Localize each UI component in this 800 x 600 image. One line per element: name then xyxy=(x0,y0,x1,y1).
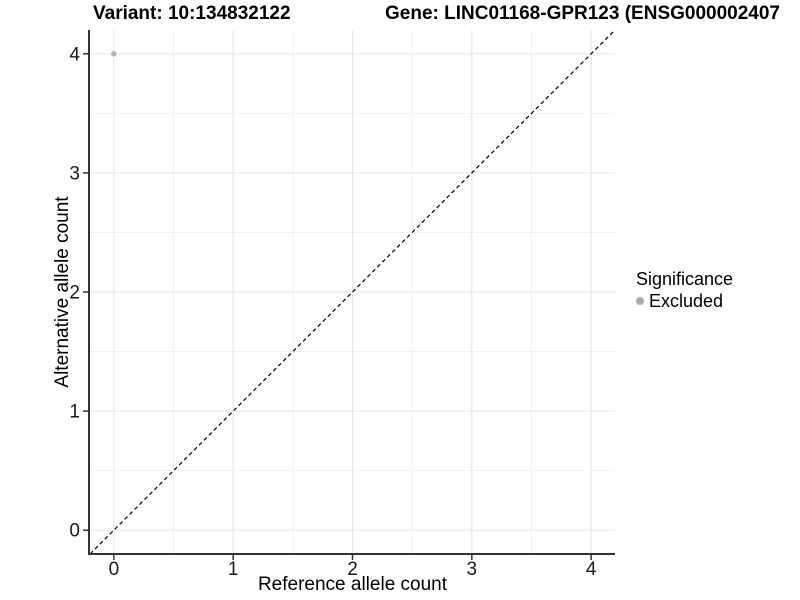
legend-item-excluded: Excluded xyxy=(636,291,733,311)
y-tick-label: 4 xyxy=(69,44,80,65)
y-tick-label: 0 xyxy=(69,521,80,542)
x-axis-title: Reference allele count xyxy=(257,574,448,595)
y-tick-label: 2 xyxy=(69,283,80,304)
legend: Significance Excluded xyxy=(636,269,733,311)
y-axis-title: Alternative allele count xyxy=(52,196,73,388)
variant-title: Variant: 10:134832122 xyxy=(93,3,291,24)
x-tick-label: 3 xyxy=(467,559,478,580)
x-tick-label: 1 xyxy=(228,559,239,580)
y-tick-label: 1 xyxy=(69,402,80,423)
y-tick-label: 3 xyxy=(69,163,80,184)
x-tick-label: 2 xyxy=(347,559,358,580)
excluded-point-icon xyxy=(636,297,644,305)
legend-item-label: Excluded xyxy=(649,291,724,311)
data-point xyxy=(111,51,117,57)
x-tick-label: 0 xyxy=(109,559,120,580)
gene-title: Gene: LINC01168-GPR123 (ENSG000002407 xyxy=(385,3,780,24)
identity-dashed-line xyxy=(89,29,616,555)
legend-title: Significance xyxy=(636,269,734,289)
x-tick-label: 4 xyxy=(586,559,597,580)
